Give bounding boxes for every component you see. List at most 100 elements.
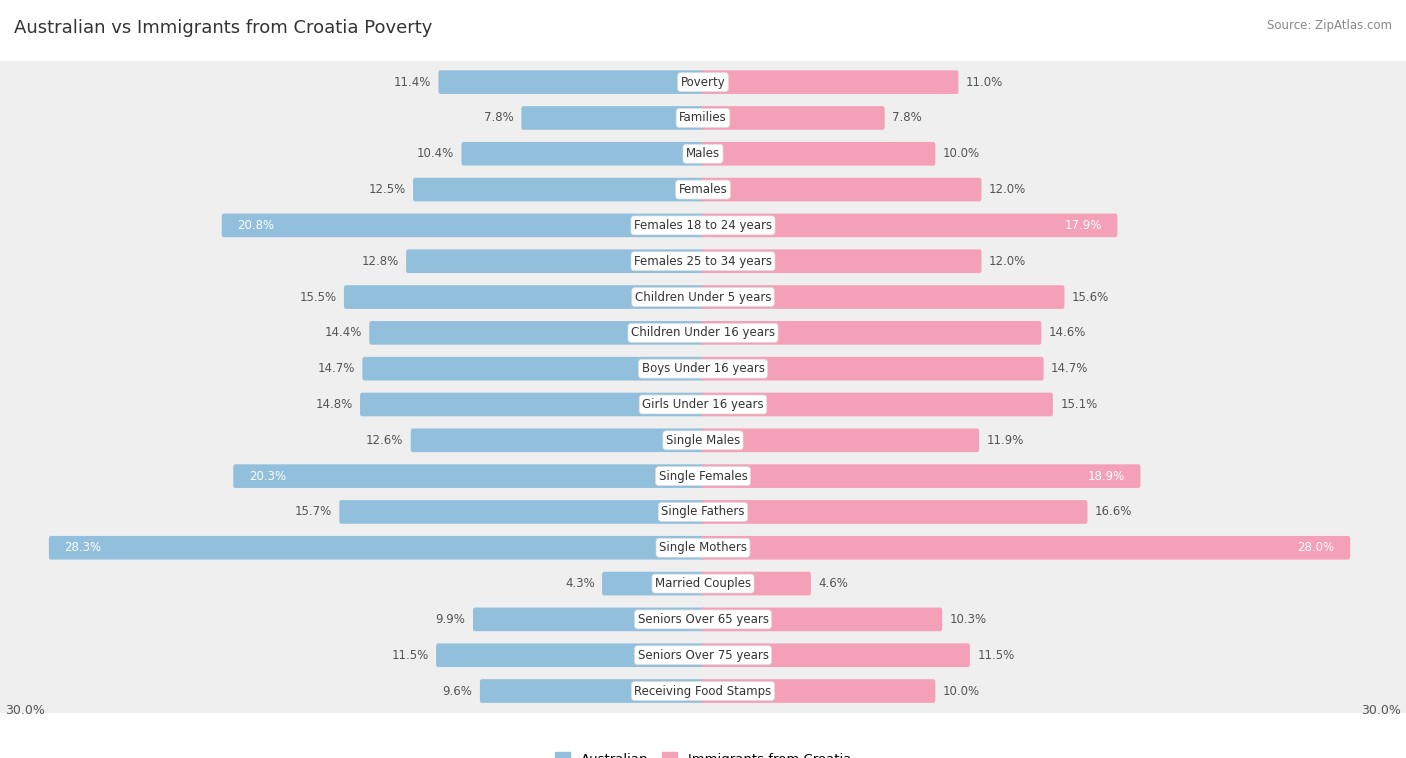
FancyBboxPatch shape <box>360 393 704 416</box>
Text: 17.9%: 17.9% <box>1064 219 1102 232</box>
FancyBboxPatch shape <box>702 214 1118 237</box>
Text: 16.6%: 16.6% <box>1095 506 1132 518</box>
Text: 4.6%: 4.6% <box>818 577 848 590</box>
Text: Males: Males <box>686 147 720 160</box>
FancyBboxPatch shape <box>702 285 1064 309</box>
FancyBboxPatch shape <box>702 178 981 202</box>
Text: Single Mothers: Single Mothers <box>659 541 747 554</box>
FancyBboxPatch shape <box>522 106 704 130</box>
FancyBboxPatch shape <box>0 240 1406 283</box>
FancyBboxPatch shape <box>702 106 884 130</box>
FancyBboxPatch shape <box>702 428 979 452</box>
Text: 7.8%: 7.8% <box>484 111 515 124</box>
FancyBboxPatch shape <box>702 500 1087 524</box>
Text: Married Couples: Married Couples <box>655 577 751 590</box>
FancyBboxPatch shape <box>0 490 1406 534</box>
FancyBboxPatch shape <box>439 70 704 94</box>
Text: 28.0%: 28.0% <box>1298 541 1334 554</box>
Text: 12.8%: 12.8% <box>361 255 399 268</box>
Text: 15.7%: 15.7% <box>295 506 332 518</box>
Text: Single Males: Single Males <box>666 434 740 446</box>
FancyBboxPatch shape <box>702 608 942 631</box>
FancyBboxPatch shape <box>0 669 1406 713</box>
FancyBboxPatch shape <box>363 357 704 381</box>
Text: 30.0%: 30.0% <box>4 704 45 717</box>
FancyBboxPatch shape <box>0 204 1406 247</box>
FancyBboxPatch shape <box>0 526 1406 569</box>
Text: 28.3%: 28.3% <box>65 541 101 554</box>
FancyBboxPatch shape <box>461 142 704 165</box>
Text: 11.9%: 11.9% <box>987 434 1024 446</box>
FancyBboxPatch shape <box>702 572 811 595</box>
FancyBboxPatch shape <box>702 249 981 273</box>
Text: Source: ZipAtlas.com: Source: ZipAtlas.com <box>1267 19 1392 32</box>
Text: 18.9%: 18.9% <box>1088 470 1125 483</box>
FancyBboxPatch shape <box>0 275 1406 319</box>
FancyBboxPatch shape <box>0 454 1406 498</box>
FancyBboxPatch shape <box>702 357 1043 381</box>
FancyBboxPatch shape <box>233 465 704 488</box>
FancyBboxPatch shape <box>0 347 1406 390</box>
Text: 11.5%: 11.5% <box>391 649 429 662</box>
Text: Australian vs Immigrants from Croatia Poverty: Australian vs Immigrants from Croatia Po… <box>14 19 433 37</box>
Text: 11.4%: 11.4% <box>394 76 432 89</box>
Text: 12.6%: 12.6% <box>366 434 404 446</box>
Text: Females 25 to 34 years: Females 25 to 34 years <box>634 255 772 268</box>
Text: 9.6%: 9.6% <box>443 684 472 697</box>
FancyBboxPatch shape <box>702 536 1350 559</box>
Text: 9.9%: 9.9% <box>436 613 465 626</box>
FancyBboxPatch shape <box>339 500 704 524</box>
Text: Seniors Over 65 years: Seniors Over 65 years <box>637 613 769 626</box>
Text: 10.4%: 10.4% <box>416 147 454 160</box>
Text: Boys Under 16 years: Boys Under 16 years <box>641 362 765 375</box>
Text: 14.8%: 14.8% <box>315 398 353 411</box>
Legend: Australian, Immigrants from Croatia: Australian, Immigrants from Croatia <box>550 747 856 758</box>
FancyBboxPatch shape <box>479 679 704 703</box>
FancyBboxPatch shape <box>472 608 704 631</box>
FancyBboxPatch shape <box>702 142 935 165</box>
FancyBboxPatch shape <box>702 465 1140 488</box>
FancyBboxPatch shape <box>344 285 704 309</box>
FancyBboxPatch shape <box>702 70 959 94</box>
FancyBboxPatch shape <box>0 634 1406 677</box>
FancyBboxPatch shape <box>0 597 1406 641</box>
FancyBboxPatch shape <box>702 393 1053 416</box>
Text: Families: Families <box>679 111 727 124</box>
FancyBboxPatch shape <box>0 383 1406 426</box>
Text: Children Under 5 years: Children Under 5 years <box>634 290 772 303</box>
Text: 12.0%: 12.0% <box>988 183 1026 196</box>
Text: 11.5%: 11.5% <box>977 649 1015 662</box>
Text: 14.4%: 14.4% <box>325 327 361 340</box>
FancyBboxPatch shape <box>49 536 704 559</box>
FancyBboxPatch shape <box>370 321 704 345</box>
Text: Single Females: Single Females <box>658 470 748 483</box>
Text: 12.0%: 12.0% <box>988 255 1026 268</box>
Text: 11.0%: 11.0% <box>966 76 1002 89</box>
Text: 14.7%: 14.7% <box>1052 362 1088 375</box>
FancyBboxPatch shape <box>702 644 970 667</box>
Text: 15.1%: 15.1% <box>1060 398 1098 411</box>
FancyBboxPatch shape <box>702 321 1042 345</box>
Text: 14.6%: 14.6% <box>1049 327 1085 340</box>
FancyBboxPatch shape <box>411 428 704 452</box>
FancyBboxPatch shape <box>0 418 1406 462</box>
Text: 10.3%: 10.3% <box>949 613 987 626</box>
FancyBboxPatch shape <box>702 679 935 703</box>
Text: Females: Females <box>679 183 727 196</box>
Text: 15.6%: 15.6% <box>1071 290 1109 303</box>
FancyBboxPatch shape <box>222 214 704 237</box>
Text: 30.0%: 30.0% <box>1361 704 1402 717</box>
FancyBboxPatch shape <box>413 178 704 202</box>
Text: Girls Under 16 years: Girls Under 16 years <box>643 398 763 411</box>
Text: Single Fathers: Single Fathers <box>661 506 745 518</box>
FancyBboxPatch shape <box>0 132 1406 176</box>
Text: Seniors Over 75 years: Seniors Over 75 years <box>637 649 769 662</box>
FancyBboxPatch shape <box>0 168 1406 211</box>
Text: 20.3%: 20.3% <box>249 470 285 483</box>
FancyBboxPatch shape <box>602 572 704 595</box>
Text: 10.0%: 10.0% <box>942 147 980 160</box>
FancyBboxPatch shape <box>0 96 1406 139</box>
Text: 20.8%: 20.8% <box>238 219 274 232</box>
FancyBboxPatch shape <box>0 562 1406 606</box>
Text: 10.0%: 10.0% <box>942 684 980 697</box>
